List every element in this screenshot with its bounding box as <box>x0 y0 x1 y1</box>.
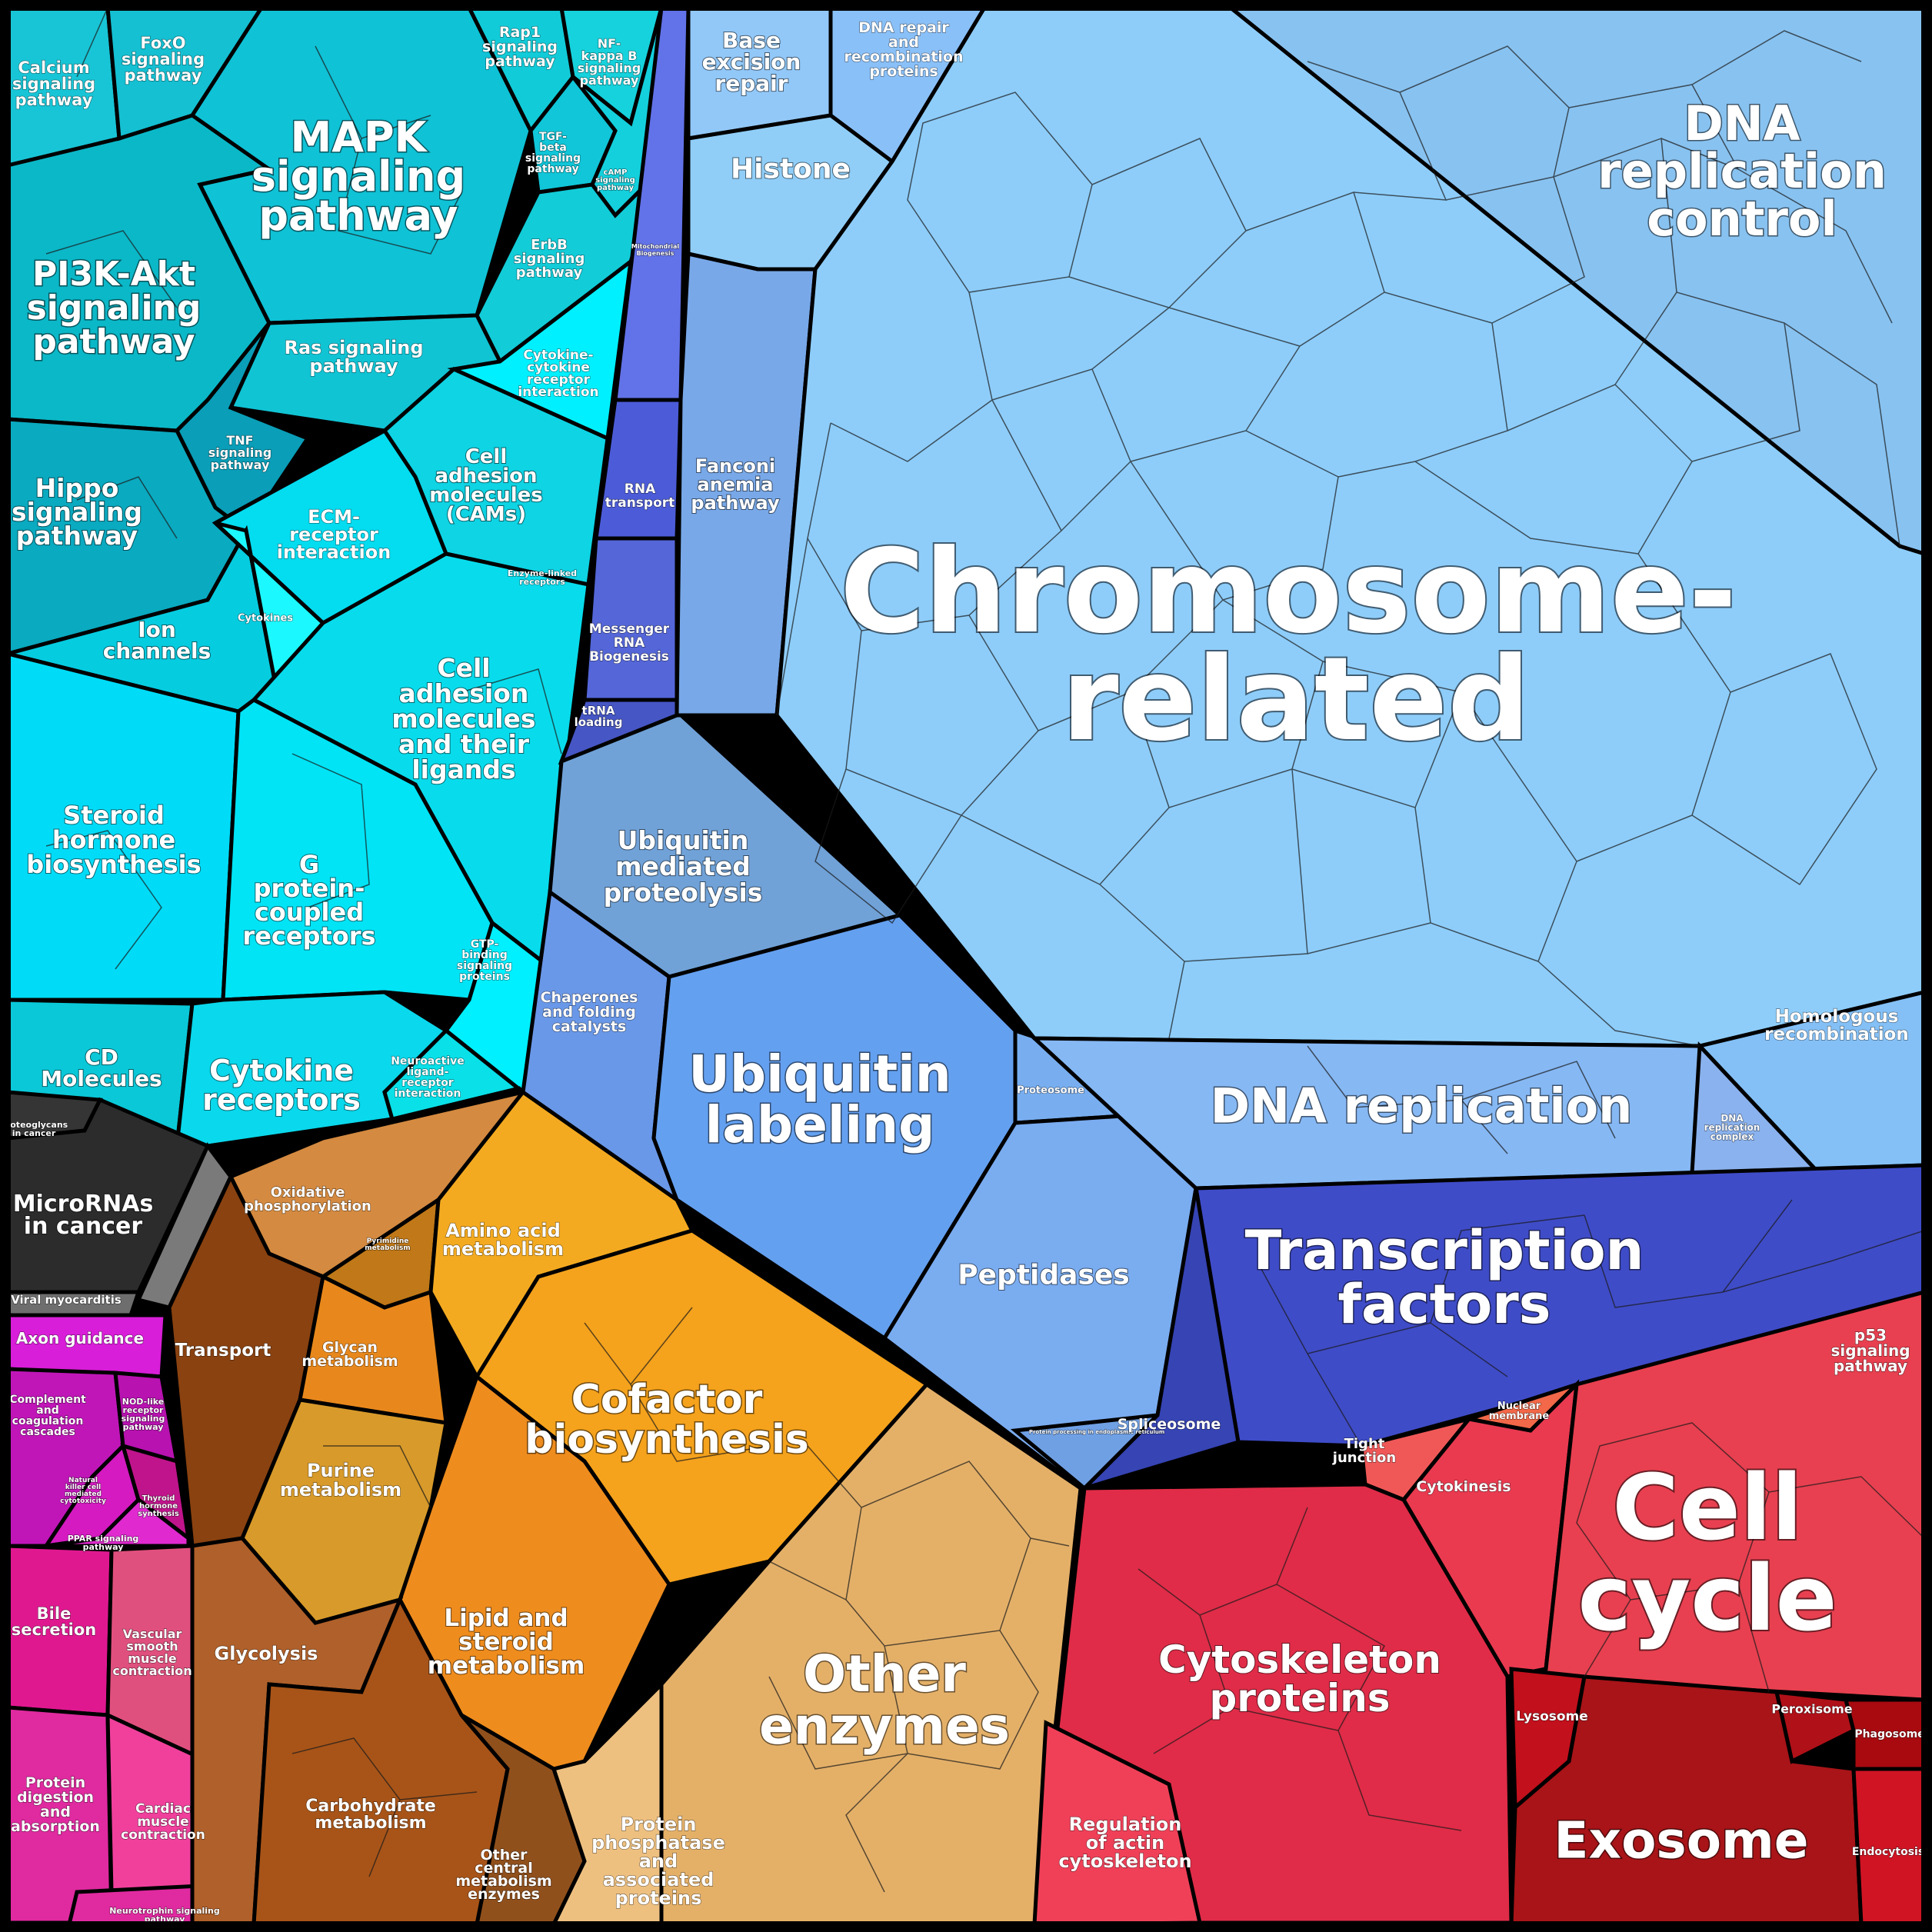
label-peptidases: Peptidases <box>958 1260 1129 1291</box>
label-ppar: PPAR signaling pathway <box>68 1534 139 1552</box>
label-gtp-binding: GTP-binding signaling proteins <box>457 938 512 983</box>
label-nuclear-membrane: Nuclear membrane <box>1489 1401 1550 1422</box>
label-cytokine-receptors: Cytokine receptors <box>202 1054 361 1117</box>
label-mapk: MAPK signaling pathway <box>251 113 465 240</box>
label-transcription-factors: Transcription factors <box>1245 1219 1644 1336</box>
label-steroid: Steroid hormone biosynthesis <box>26 801 201 879</box>
label-micrornas: MicroRNAs in cancer <box>13 1191 154 1240</box>
label-cytokines: Cytokines <box>238 613 293 625</box>
label-other-central: Other central metabolism enzymes <box>455 1847 551 1903</box>
label-lipid-steroid: Lipid and steroid metabolism <box>428 1604 585 1680</box>
label-spliceosome: Spliceosome <box>1118 1416 1221 1433</box>
label-pi3k: PI3K-Akt signaling pathway <box>27 255 202 361</box>
label-protein-phosphatase: Protein phosphatase and associated proteins <box>591 1814 725 1909</box>
label-protein-digestion: Protein digestion and absorption <box>11 1774 100 1835</box>
label-ubiquitin-labeling: Ubiquitin labeling <box>688 1044 951 1154</box>
label-cell-cycle: Cell cycle <box>1577 1454 1837 1651</box>
label-rap1: Rap1 signaling pathway <box>482 24 558 70</box>
label-chaperones: Chaperones and folding catalysts <box>541 989 638 1035</box>
label-base-excision: Base excision repair <box>702 28 801 96</box>
label-glycan: Glycan metabolism <box>301 1339 398 1370</box>
label-protein-processing: Protein processing in endoplasmic reticu… <box>1029 1429 1164 1435</box>
label-cell-adhesion-ligands: Cell adhesion molecules and their ligands <box>391 653 535 784</box>
label-nod-like: NOD-like receptor signaling pathway <box>122 1397 165 1432</box>
label-dna-replication-complex: DNA replication complex <box>1704 1113 1760 1142</box>
label-exosome: Exosome <box>1554 1811 1808 1870</box>
label-glycolysis: Glycolysis <box>215 1643 318 1664</box>
label-erbb: ErbB signaling pathway <box>514 237 585 281</box>
label-peroxisome: Peroxisome <box>1771 1702 1852 1717</box>
label-purine: Purine metabolism <box>280 1460 401 1501</box>
label-enzyme-linked: Enzyme-linked receptors <box>508 568 577 587</box>
label-complement: Complement and coagulation cascades <box>9 1394 86 1438</box>
label-neuroactive: Neuroactive ligand-receptor interaction <box>391 1055 465 1100</box>
label-chromosome: Chromosome-related <box>840 525 1737 767</box>
label-histone: Histone <box>731 154 851 185</box>
label-proteoglycans: Proteoglycans in cancer <box>0 1120 68 1138</box>
label-tight-junction: Tight junction <box>1332 1436 1396 1466</box>
region-messenger-rna[interactable] <box>582 536 679 702</box>
label-tgf: TGF-beta signaling pathway <box>525 131 581 175</box>
label-thyroid: Thyroid hormone synthesis <box>138 1494 179 1518</box>
label-cardiac: Cardiac muscle contraction <box>121 1801 205 1843</box>
label-cytokinesis: Cytokinesis <box>1416 1478 1511 1495</box>
label-dna-replication-control: DNA replication control <box>1597 95 1887 247</box>
label-p53: p53 signaling pathway <box>1830 1326 1910 1375</box>
label-transport: Transport <box>175 1341 271 1361</box>
label-ras: Ras signaling pathway <box>284 337 423 377</box>
label-homologous: Homologous recombination <box>1764 1007 1909 1044</box>
label-viral-myocarditis: Viral myocarditis <box>11 1293 122 1307</box>
label-endocytosis: Endocytosis <box>1852 1846 1924 1858</box>
label-neurotrophin: Neurotrophin signaling pathway <box>109 1906 220 1924</box>
label-dna-replication: DNA replication <box>1211 1078 1633 1134</box>
label-proteosome: Proteosome <box>1017 1085 1084 1097</box>
label-tnf: TNF signaling pathway <box>208 433 271 472</box>
label-cams: Cell adhesion molecules (CAMs) <box>429 445 542 526</box>
label-rna-transport: RNA transport <box>605 481 675 511</box>
label-camp: cAMP signaling pathway <box>595 168 635 192</box>
labels: Chromosome-related DNA replication control… <box>0 18 1925 1924</box>
label-cofactor: Cofactor biosynthesis <box>525 1377 809 1463</box>
label-ubiquitin-mediated: Ubiquitin mediated proteolysis <box>604 825 763 908</box>
label-cytokine-cytokine: Cytokine-cytokine receptor interaction <box>518 348 598 400</box>
label-vascular: Vascular smooth muscle contraction <box>112 1627 192 1678</box>
label-ion-channels: Ion channels <box>103 617 212 664</box>
region-neuroactive[interactable] <box>382 1028 525 1121</box>
label-trna-loading: tRNA loading <box>575 704 623 729</box>
label-cd-molecules: CD Molecules <box>41 1044 162 1091</box>
label-amino-acid: Amino acid metabolism <box>442 1220 564 1260</box>
label-lysosome: Lysosome <box>1516 1709 1588 1724</box>
label-axon-guidance: Axon guidance <box>16 1329 144 1347</box>
label-hippo: Hippo signaling pathway <box>12 473 142 551</box>
label-foxo: FoxO signaling pathway <box>122 34 205 85</box>
label-carbohydrate: Carbohydrate metabolism <box>305 1797 436 1833</box>
label-cytoskeleton-proteins: Cytoskeleton proteins <box>1158 1637 1441 1720</box>
label-pyrimidine: Pyrimidine metabolism <box>365 1237 410 1252</box>
label-dna-repair-proteins: DNA repair and recombination proteins <box>844 19 963 80</box>
label-phagosome: Phagosome <box>1854 1728 1924 1740</box>
label-messenger-rna: Messenger RNA Biogenesis <box>589 621 670 665</box>
label-nk-cytotoxicity: Natural killer cell mediated cytotoxicity <box>60 1477 106 1505</box>
label-fanconi: Fanconi anemia pathway <box>691 455 780 514</box>
label-regulation-actin: Regulation of actin cytoskeleton <box>1058 1814 1191 1872</box>
cell-borders <box>45 7 1925 1893</box>
label-mito-biogenesis: Mitochondrial Biogenesis <box>631 243 679 257</box>
label-bile-secretion: Bile secretion <box>12 1604 96 1639</box>
label-calcium: Calcium signaling pathway <box>12 58 95 109</box>
label-oxidative: Oxidative phosphorylation <box>244 1184 371 1214</box>
label-other-enzymes: Other enzymes <box>759 1644 1010 1756</box>
label-ecm: ECM-receptor interaction <box>277 506 391 563</box>
